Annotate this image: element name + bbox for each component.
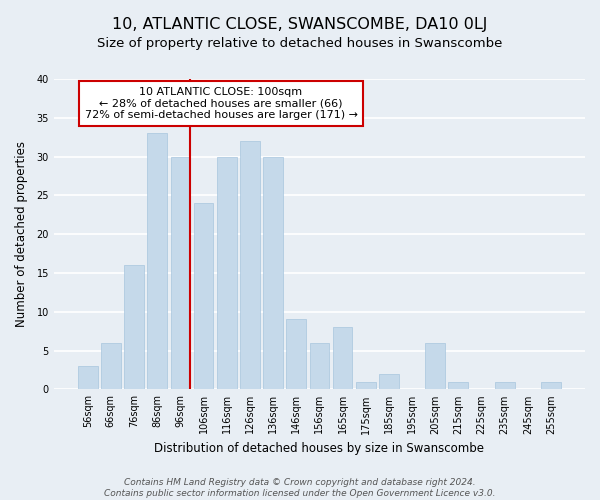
Bar xyxy=(286,320,306,390)
Bar xyxy=(263,156,283,390)
Bar xyxy=(541,382,561,390)
Y-axis label: Number of detached properties: Number of detached properties xyxy=(15,141,28,327)
Bar xyxy=(332,327,352,390)
Bar xyxy=(240,141,260,390)
Bar xyxy=(124,265,144,390)
Bar xyxy=(379,374,398,390)
Text: Size of property relative to detached houses in Swanscombe: Size of property relative to detached ho… xyxy=(97,38,503,51)
Text: 10, ATLANTIC CLOSE, SWANSCOMBE, DA10 0LJ: 10, ATLANTIC CLOSE, SWANSCOMBE, DA10 0LJ xyxy=(112,18,488,32)
Bar xyxy=(101,343,121,390)
Bar xyxy=(425,343,445,390)
Text: Contains HM Land Registry data © Crown copyright and database right 2024.
Contai: Contains HM Land Registry data © Crown c… xyxy=(104,478,496,498)
Bar xyxy=(495,382,515,390)
X-axis label: Distribution of detached houses by size in Swanscombe: Distribution of detached houses by size … xyxy=(154,442,484,455)
Text: 10 ATLANTIC CLOSE: 100sqm
← 28% of detached houses are smaller (66)
72% of semi-: 10 ATLANTIC CLOSE: 100sqm ← 28% of detac… xyxy=(85,87,358,120)
Bar xyxy=(148,134,167,390)
Bar xyxy=(448,382,468,390)
Bar xyxy=(217,156,236,390)
Bar xyxy=(310,343,329,390)
Bar xyxy=(356,382,376,390)
Bar xyxy=(170,156,190,390)
Bar xyxy=(78,366,98,390)
Bar xyxy=(194,203,214,390)
